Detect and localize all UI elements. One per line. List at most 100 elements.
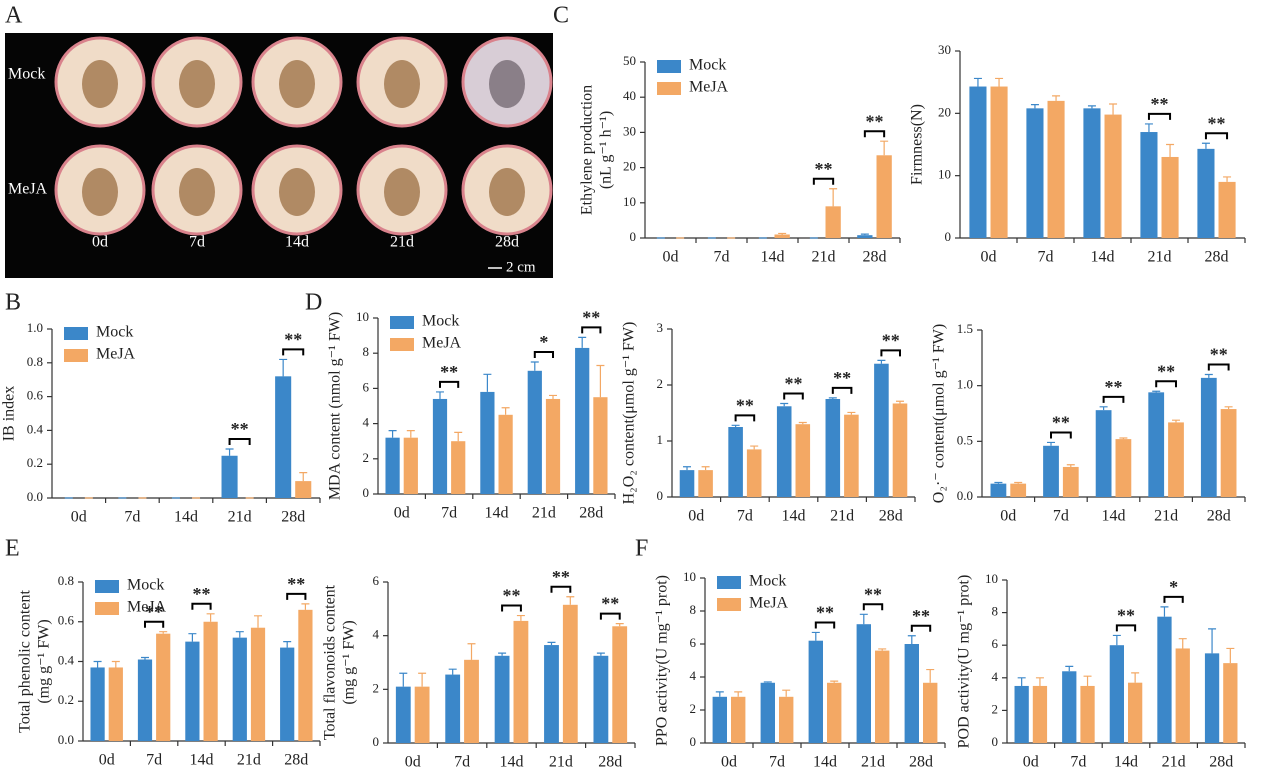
error-bar <box>299 472 308 482</box>
x-tick-label: 7d <box>1070 754 1086 771</box>
y-axis-label: Total flavonoids content <box>322 584 339 740</box>
error-bar <box>406 430 415 438</box>
y-tick-label: 0.2 <box>58 692 74 707</box>
significance-label: ** <box>864 584 882 604</box>
y-tick-label: 0.8 <box>27 354 43 369</box>
y-axis-label: H₂O₂ content(μmol g⁻¹ FW) <box>621 322 638 505</box>
significance-bracket <box>438 380 460 388</box>
error-bar <box>1083 675 1092 686</box>
y-tick-label: 2 <box>363 450 370 465</box>
x-tick-label: 7d <box>146 752 162 769</box>
error-bar <box>235 631 244 638</box>
y-tick-label: 2 <box>657 376 664 391</box>
y-tick-label: 2 <box>373 680 380 695</box>
bar <box>1010 483 1027 497</box>
error-bar <box>877 359 886 364</box>
x-tick-label: 14d <box>1102 508 1126 525</box>
bar <box>990 86 1008 238</box>
error-bar <box>1131 672 1140 683</box>
significance-label: ** <box>1052 413 1070 433</box>
x-tick-label: 0d <box>71 509 87 526</box>
bar <box>825 399 841 497</box>
y-axis-label: IB index <box>1 386 18 442</box>
y-tick-label: 3 <box>657 320 664 335</box>
error-bar <box>1152 390 1161 393</box>
error-bar <box>388 430 397 438</box>
error-bar <box>763 681 772 683</box>
x-tick-label: 0d <box>99 752 115 769</box>
legend-swatch <box>64 349 88 362</box>
y-tick-label: 0.0 <box>27 489 43 504</box>
significance-label: ** <box>882 330 900 350</box>
error-bar <box>1178 638 1187 649</box>
legend-swatch <box>390 316 414 329</box>
bar <box>1062 671 1077 743</box>
bar <box>1104 114 1122 238</box>
significance-label: ** <box>912 606 930 626</box>
bar <box>575 347 590 494</box>
y-tick-label: 30 <box>938 42 951 57</box>
significance-label: ** <box>287 574 305 594</box>
y-tick-label: 50 <box>623 53 636 68</box>
y-axis-label: Ethylene production <box>579 85 596 215</box>
significance-bracket <box>783 392 804 400</box>
significance-label: ** <box>785 374 803 394</box>
fruit-photos <box>54 36 553 236</box>
significance-label: ** <box>601 594 619 614</box>
bar <box>545 398 561 494</box>
y-tick-label: 0 <box>657 488 664 503</box>
y-tick-label: 20 <box>623 159 636 174</box>
error-bar <box>811 631 820 641</box>
bar <box>731 696 746 743</box>
x-tick-label: 21d <box>1154 508 1178 525</box>
fruit-stone <box>179 60 215 108</box>
error-bar <box>907 635 916 644</box>
error-bar <box>254 615 263 628</box>
error-bar <box>1017 677 1026 686</box>
legend-swatch <box>717 576 741 589</box>
error-bar <box>225 448 234 456</box>
panel-label: E <box>5 536 20 562</box>
x-tick-label: 7d <box>1053 508 1069 525</box>
error-bar <box>93 660 102 668</box>
error-bar <box>1204 373 1213 378</box>
x-tick-label: 0d <box>1023 754 1039 771</box>
bar <box>1168 422 1184 497</box>
error-bar <box>498 652 507 656</box>
significance-bracket <box>880 349 901 357</box>
legend-label: MeJA <box>689 79 729 96</box>
y-tick-label: 6 <box>690 635 697 650</box>
bar <box>844 414 859 497</box>
significance-label: ** <box>815 159 833 179</box>
y-tick-label: 0.6 <box>27 388 44 403</box>
x-tick-label: 0d <box>688 508 704 525</box>
error-bar <box>596 364 605 398</box>
error-bar <box>1160 606 1169 617</box>
significance-label: ** <box>231 419 249 439</box>
bar <box>480 391 495 494</box>
significance-bracket <box>533 351 555 358</box>
y-tick-label: 1.0 <box>957 377 973 392</box>
bar <box>990 483 1007 497</box>
error-bar <box>847 411 856 415</box>
error-bar <box>1112 634 1121 646</box>
error-bar <box>1119 437 1128 440</box>
bar <box>1157 616 1172 743</box>
significance-label: ** <box>736 395 754 415</box>
significance-bracket <box>1102 395 1125 403</box>
x-tick-label: 21d <box>861 754 885 771</box>
significance-bracket <box>863 130 886 138</box>
y-tick-label: 0 <box>373 734 380 749</box>
bar <box>232 637 247 741</box>
y-tick-label: 1.5 <box>957 321 973 336</box>
y-tick-label: 4 <box>690 668 697 683</box>
panel-label: B <box>5 290 21 316</box>
y-tick-label: 0 <box>630 229 637 244</box>
significance-label: ** <box>145 602 163 622</box>
bar <box>1128 682 1143 743</box>
significance-label: ** <box>866 111 884 131</box>
day-label: 7d <box>189 234 205 251</box>
x-tick-label: 0d <box>663 249 679 266</box>
bar <box>1218 181 1236 238</box>
error-bar <box>830 680 839 683</box>
